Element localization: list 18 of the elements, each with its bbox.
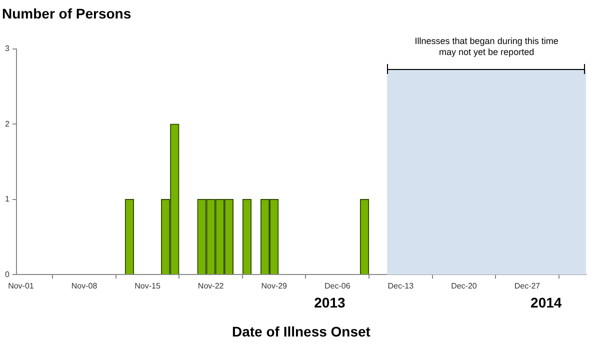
text: 2014 [530, 294, 562, 311]
x-tick-label: Nov-08 [71, 282, 98, 291]
y-tick-label: 0 [4, 270, 10, 279]
x-tick-label: Nov-29 [261, 282, 288, 291]
x-tick-label: Nov-01 [8, 282, 34, 291]
x-tick-label: Dec-06 [324, 282, 351, 291]
x-tick-label: Dec-27 [514, 282, 541, 291]
y-tick-label: 3 [4, 44, 10, 54]
y-tick-label: 2 [4, 119, 10, 128]
chart-title: Number of Persons [2, 5, 132, 22]
x-tick-label: Nov-15 [134, 282, 161, 291]
x-tick-label: Nov-22 [198, 282, 224, 291]
x-tick-label: Dec-20 [451, 282, 478, 291]
x-axis-title: Date of Illness Onset [232, 323, 371, 340]
y-tick-label: 1 [4, 194, 10, 204]
text: 2013 [314, 294, 346, 311]
x-tick-label: Dec-13 [388, 282, 414, 291]
band-label: Illnesses that began during this time may not yet be reported [414, 36, 558, 58]
